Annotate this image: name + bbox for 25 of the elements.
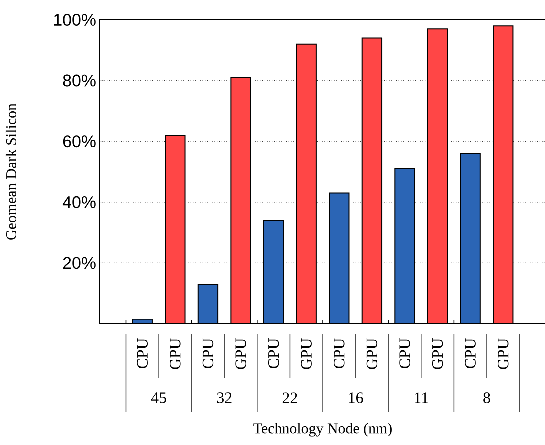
text: GPU (432, 338, 444, 370)
text: GPU (366, 338, 378, 370)
legend-label: GPU (170, 338, 181, 370)
text: CPU (202, 338, 214, 369)
y-tick-label: 60% (63, 136, 96, 148)
legend-label: CPU (137, 338, 148, 369)
text: GPU (498, 338, 509, 370)
x-tick-label: 45 (151, 392, 166, 404)
y-tick-label: 80% (63, 74, 96, 87)
text: GPU (301, 338, 312, 370)
text: CPU (268, 338, 280, 369)
text: CPU (465, 338, 476, 369)
x-axis-title: Technology Node (nm) (254, 423, 392, 437)
x-tick-label: 16 (349, 392, 364, 404)
x-tick-label: 11 (415, 392, 428, 404)
text: CPU (334, 338, 345, 369)
y-tick-label: 20% (63, 257, 96, 270)
text: GPU (236, 338, 246, 370)
x-tick-label: 22 (282, 392, 298, 404)
y-axis-title: Geomean Dark Silicon (6, 104, 16, 240)
text: CPU (400, 338, 410, 369)
x-tick-label: 32 (217, 392, 232, 404)
y-tick-label: 40% (62, 196, 96, 208)
x-tick-label: 8 (484, 392, 490, 404)
y-tick-label: 100% (54, 14, 96, 26)
